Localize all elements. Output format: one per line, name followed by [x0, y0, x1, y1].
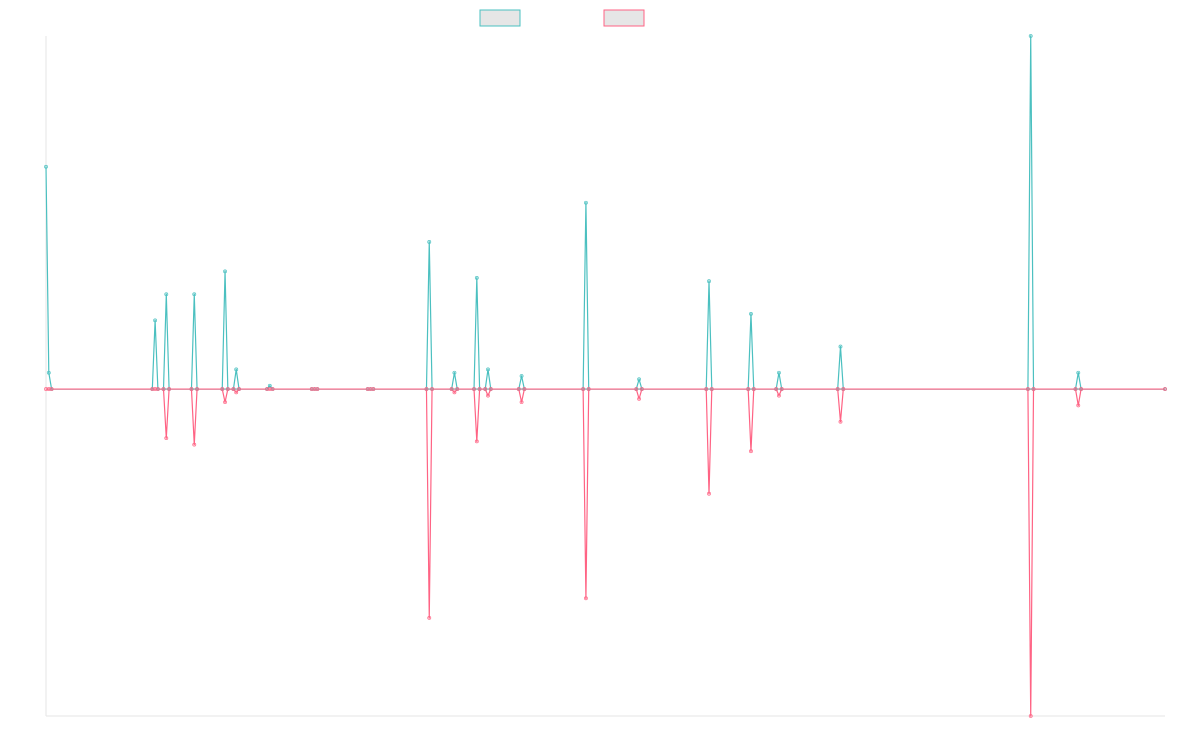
series-2-point — [161, 387, 166, 391]
series-2-point — [231, 387, 236, 391]
series-2-point — [637, 396, 641, 401]
axes — [45, 36, 1165, 717]
series-2-point — [309, 387, 314, 391]
series-2-point — [1163, 387, 1167, 391]
series-2-point — [234, 390, 239, 395]
series-2-point — [584, 596, 588, 601]
series-1-point — [192, 292, 197, 297]
series-2-point — [472, 387, 476, 391]
series-2-point — [639, 387, 644, 391]
series-1-point — [749, 311, 753, 316]
series-2-line — [46, 388, 1165, 717]
series-2-point — [452, 390, 457, 395]
series-1-point — [44, 164, 48, 169]
series-2-point — [704, 387, 709, 391]
series-2-point — [267, 387, 272, 391]
series-2-point — [751, 387, 756, 391]
series-2-point — [519, 400, 524, 405]
series-2-point — [516, 387, 521, 391]
legend — [479, 9, 645, 27]
series-2-point — [237, 387, 241, 391]
series-2-point — [223, 400, 227, 405]
series-2-point — [192, 442, 197, 447]
series-2-point — [777, 393, 781, 398]
series-2-point — [265, 387, 269, 391]
series-2-point — [424, 387, 429, 391]
series-2-point — [430, 387, 434, 391]
series-2-point — [707, 491, 711, 496]
series-2-point — [220, 387, 225, 391]
series-1-point — [707, 279, 711, 284]
series-2-point — [312, 387, 317, 391]
series-2-point — [774, 387, 779, 391]
series-2-point — [477, 387, 482, 391]
series-1-point — [223, 269, 227, 274]
series-2-point — [1076, 403, 1081, 408]
series-2-point — [371, 387, 376, 391]
series-1-point — [1076, 370, 1081, 375]
series-1-point — [427, 240, 432, 244]
series-2-point — [164, 436, 169, 441]
series-2-point — [150, 387, 155, 391]
series-1-line — [45, 35, 1165, 390]
series-2-point — [841, 387, 846, 391]
series-2-point — [1031, 387, 1036, 391]
series-2-point — [749, 449, 753, 454]
series-2-point — [1079, 387, 1083, 391]
series-2-point — [746, 387, 751, 391]
series-1-point — [267, 383, 272, 388]
series-2-point — [153, 387, 158, 391]
series-2-point — [365, 387, 370, 391]
series-2-point — [195, 387, 199, 391]
series-1-point — [153, 318, 158, 323]
series-2-point — [1026, 387, 1030, 391]
series-1-point — [164, 292, 169, 297]
series-2-point — [167, 387, 171, 391]
series-2-point — [474, 439, 479, 444]
series-2-point — [488, 387, 493, 391]
series-1-point — [637, 377, 641, 382]
series-1-point — [46, 370, 51, 375]
series-group — [44, 34, 1167, 718]
series-2-point — [368, 387, 373, 391]
series-2-point — [46, 387, 51, 391]
legend-swatch-2 — [603, 9, 645, 27]
series-2-point — [586, 387, 591, 391]
series-2-point — [1073, 387, 1078, 391]
series-2-point — [427, 616, 432, 620]
series-2-point — [270, 387, 275, 391]
series-1-point — [452, 370, 457, 375]
series-2-point — [483, 387, 488, 391]
series-1-point — [486, 367, 490, 372]
series-2-point — [835, 387, 840, 391]
series-2-point — [838, 419, 843, 424]
series-2-point — [449, 387, 454, 391]
series-1-point — [474, 276, 479, 280]
series-2-point — [455, 387, 460, 391]
series-1-point — [838, 344, 843, 349]
series-2-point — [779, 387, 784, 391]
legend-swatch-1 — [479, 9, 521, 27]
series-2-point — [155, 387, 160, 391]
series-2-point — [581, 387, 586, 391]
series-2-point — [315, 387, 320, 391]
series-2-point — [225, 387, 230, 391]
series-1-point — [777, 370, 781, 375]
series-1-point — [1028, 34, 1033, 38]
series-2-point — [189, 387, 194, 391]
series-2-point — [709, 387, 714, 391]
series-1-point — [519, 374, 524, 378]
series-1-point — [234, 367, 239, 372]
series-2-point — [49, 387, 54, 391]
series-1-point — [584, 200, 588, 205]
series-2-point — [486, 393, 490, 398]
series-2-point — [44, 387, 48, 391]
series-2-point — [522, 387, 527, 391]
series-2-point — [1028, 714, 1033, 718]
series-2-point — [634, 387, 639, 391]
